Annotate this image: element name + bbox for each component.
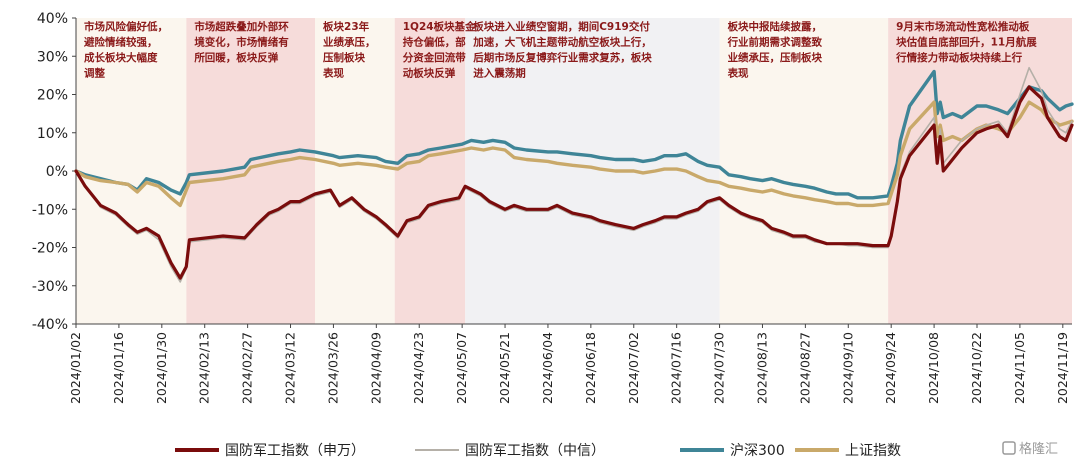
y-tick-label: -20% bbox=[32, 241, 68, 257]
period-annotation-line: 市场风险偏好低， bbox=[84, 20, 168, 33]
y-tick-label: 30% bbox=[37, 49, 68, 65]
y-tick-label: -30% bbox=[32, 279, 68, 295]
period-annotation-line: 持仓偏低，部 bbox=[403, 36, 466, 49]
period-annotation-line: 调整 bbox=[84, 67, 105, 80]
x-tick-label: 2024/03/26 bbox=[325, 332, 340, 404]
period-annotation-line: 表现 bbox=[322, 67, 344, 80]
x-tick-label: 2024/09/24 bbox=[883, 332, 898, 404]
period-annotation-line: 1Q24板块基金 bbox=[403, 20, 476, 33]
period-band bbox=[394, 18, 466, 324]
x-tick-label: 2024/02/13 bbox=[197, 332, 212, 404]
period-annotation-line: 分资金回流带 bbox=[403, 51, 466, 64]
y-tick-label: 40% bbox=[37, 11, 68, 27]
x-tick-label: 2024/05/07 bbox=[454, 332, 469, 404]
series-lines bbox=[74, 66, 1074, 283]
period-annotation-line: 行业前期需求调整致 bbox=[727, 36, 823, 49]
period-annotation-line: 进入震荡期 bbox=[473, 67, 526, 80]
x-tick-label: 2024/07/02 bbox=[626, 332, 641, 404]
x-tick-label: 2024/01/16 bbox=[111, 332, 126, 404]
legend-label: 国防军工指数（申万） bbox=[225, 443, 365, 459]
x-tick-label: 2024/06/04 bbox=[540, 332, 555, 404]
x-tick-label: 2024/09/10 bbox=[840, 332, 855, 404]
x-tick-label: 2024/01/30 bbox=[154, 332, 169, 404]
period-annotation-line: 板块进入业绩空窗期，期间C919交付 bbox=[473, 20, 650, 33]
y-tick-label: 0% bbox=[46, 164, 68, 180]
x-tick-label: 2024/06/18 bbox=[583, 332, 598, 404]
period-annotation-line: 成长板块大幅度 bbox=[84, 51, 158, 64]
x-tick-label: 2024/03/12 bbox=[283, 332, 298, 404]
x-tick-label: 2024/07/30 bbox=[712, 332, 727, 404]
period-annotation-line: 市场超跌叠加外部环 bbox=[194, 20, 289, 33]
x-tick-label: 2024/10/22 bbox=[969, 332, 984, 404]
legend-label: 沪深300 bbox=[730, 443, 785, 459]
series-line bbox=[74, 85, 1074, 280]
period-annotation-line: 业绩承压，压制板块 bbox=[728, 51, 823, 64]
period-annotation-line: 避险情绪较强， bbox=[83, 36, 158, 49]
period-annotation-line: 行情接力带动板块持续上行 bbox=[895, 51, 1022, 64]
period-annotation-line: 板块中报陆续披露， bbox=[728, 20, 823, 33]
period-annotation-line: 表现 bbox=[727, 67, 749, 80]
period-annotation-line: 加速，大飞机主题带动航空板块上行， bbox=[472, 36, 652, 49]
legend-label: 国防军工指数（中信） bbox=[465, 443, 605, 459]
period-annotation-line: 动板块反弹 bbox=[403, 67, 456, 80]
legend-label: 上证指数 bbox=[845, 443, 901, 459]
x-tick-label: 2024/05/21 bbox=[497, 332, 512, 404]
period-band bbox=[465, 18, 720, 324]
watermark-logo-icon bbox=[1002, 441, 1016, 455]
watermark-text: 格隆汇 bbox=[1019, 441, 1058, 457]
period-annotation-line: 境变化，市场情绪有 bbox=[194, 36, 289, 49]
period-annotation-line: 9月末市场流动性宽松推动板 bbox=[896, 20, 1030, 33]
period-annotation-line: 业绩承压， bbox=[323, 36, 376, 49]
x-tick-label: 2024/10/08 bbox=[926, 332, 941, 404]
x-tick-label: 2024/08/27 bbox=[797, 332, 812, 404]
period-annotation-line: 块估值自底部回升，11月航展 bbox=[896, 36, 1037, 49]
y-tick-label: 20% bbox=[37, 88, 68, 104]
legend: 国防军工指数（申万） 国防军工指数（中信） 沪深300 上证指数 bbox=[175, 443, 901, 459]
period-band bbox=[888, 18, 1072, 324]
period-annotation-line: 所回暖，板块反弹 bbox=[194, 51, 278, 64]
x-tick-label: 2024/04/23 bbox=[411, 332, 426, 404]
period-band bbox=[186, 18, 316, 324]
y-tick-label: -40% bbox=[32, 317, 68, 333]
y-tick-label: 10% bbox=[37, 126, 68, 142]
period-annotation-line: 板块23年 bbox=[323, 20, 370, 33]
x-tick-label: 2024/11/05 bbox=[1012, 332, 1027, 404]
y-tick-label: -10% bbox=[32, 202, 68, 218]
series-line bbox=[74, 100, 1074, 208]
period-band bbox=[76, 18, 187, 324]
x-tick-label: 2024/02/27 bbox=[240, 332, 255, 404]
period-bands bbox=[76, 18, 1072, 324]
x-tick-label: 2024/07/16 bbox=[669, 332, 684, 404]
period-annotation-line: 后期市场反复博弈行业需求复苏，板块 bbox=[473, 51, 652, 64]
watermark: 格隆汇 bbox=[1002, 441, 1058, 457]
period-band bbox=[315, 18, 395, 324]
axes: 40% 30% 20% 10% 0% -10% -20% -30% -40%2024/01/02… bbox=[32, 11, 1072, 404]
x-tick-label: 2024/11/19 bbox=[1055, 332, 1070, 404]
period-band bbox=[719, 18, 889, 324]
period-annotation-line: 压制板块 bbox=[323, 51, 365, 64]
x-tick-label: 2024/08/13 bbox=[754, 332, 769, 404]
series-line bbox=[74, 69, 1074, 200]
x-tick-label: 2024/01/02 bbox=[68, 332, 83, 404]
x-tick-label: 2024/04/09 bbox=[368, 332, 383, 404]
